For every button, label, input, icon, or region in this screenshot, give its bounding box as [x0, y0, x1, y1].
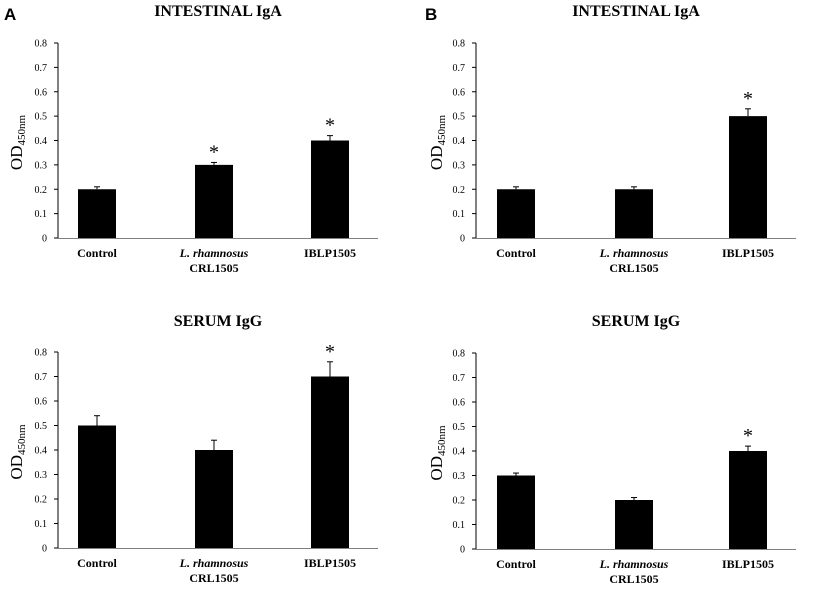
significance-marker: * [325, 115, 335, 137]
bar [311, 376, 349, 548]
y-tick-label: 0.5 [35, 112, 48, 123]
y-tick-label: 0.2 [35, 185, 48, 196]
y-tick-label: 0.8 [35, 39, 48, 50]
chart-title: SERUM IgG [592, 313, 681, 330]
bar [615, 500, 653, 549]
bar [729, 451, 767, 549]
y-tick-label: 0.2 [35, 495, 48, 506]
y-tick-label: 0.5 [453, 422, 466, 433]
y-tick-label: 0.6 [35, 397, 48, 408]
y-tick-label: 0.5 [453, 112, 466, 123]
category-label: L. rhamnosus CRL1505 [179, 246, 249, 275]
y-tick-label: 0.6 [35, 87, 48, 98]
bar [195, 450, 233, 548]
y-tick-label: 0.6 [453, 87, 466, 98]
category-label: Control [496, 557, 536, 571]
y-tick-label: 0.1 [35, 519, 48, 530]
bar [729, 116, 767, 238]
y-tick-label: 0.5 [35, 421, 48, 432]
y-tick-label: 0.4 [453, 447, 466, 458]
significance-marker: * [743, 425, 753, 447]
y-tick-label: 0 [42, 234, 47, 245]
y-tick-label: 0.8 [453, 349, 466, 360]
y-tick-label: 0 [42, 544, 47, 555]
y-axis-label: OD450nm [7, 115, 28, 171]
chart-1: INTESTINAL IgA 0 0.1 0.2 0.3 0.4 0.5 0.6 0.7 0.8 O… [7, 3, 378, 275]
panel-letter-a: A [4, 5, 16, 24]
chart-4: SERUM IgG 0 0.1 0.2 0.3 0.4 0.5 0.6 0.7 0.8 OD450n… [427, 313, 796, 586]
chart-3: SERUM IgG 0 0.1 0.2 0.3 0.4 0.5 0.6 0.7 0.8 OD450n… [7, 313, 378, 585]
y-tick-label: 0.3 [35, 160, 48, 171]
bar [497, 475, 535, 549]
category-label: IBLP1505 [304, 556, 356, 570]
bar [497, 189, 535, 238]
y-tick-label: 0.3 [453, 471, 466, 482]
y-tick-label: 0 [460, 234, 465, 245]
y-tick-label: 0.4 [35, 136, 48, 147]
charts-group: INTESTINAL IgA 0 0.1 0.2 0.3 0.4 0.5 0.6 0.7 0.8 O… [7, 3, 796, 586]
y-tick-label: 0.6 [453, 398, 466, 409]
panel-letter-b: B [425, 5, 437, 24]
y-tick-label: 0.4 [453, 136, 466, 147]
y-tick-label: 0 [460, 545, 465, 556]
y-tick-label: 0.1 [453, 209, 466, 220]
y-tick-label: 0.7 [35, 63, 48, 74]
y-tick-label: 0.1 [35, 209, 48, 220]
bar [78, 189, 116, 238]
y-tick-label: 0.8 [453, 39, 466, 50]
category-label: IBLP1505 [722, 246, 774, 260]
category-label: Control [77, 246, 117, 260]
category-label: Control [77, 556, 117, 570]
category-label: L. rhamnosus CRL1505 [179, 556, 249, 585]
category-label: IBLP1505 [722, 557, 774, 571]
category-label: L. rhamnosus CRL1505 [599, 246, 669, 275]
category-label: IBLP1505 [304, 246, 356, 260]
y-axis-label: OD450nm [7, 424, 28, 480]
significance-marker: * [743, 88, 753, 110]
y-tick-label: 0.4 [35, 446, 48, 457]
bar [195, 164, 233, 238]
chart-title: INTESTINAL IgA [154, 3, 282, 20]
category-label: Control [496, 246, 536, 260]
y-tick-label: 0.2 [453, 185, 466, 196]
chart-title: INTESTINAL IgA [572, 3, 700, 20]
bar [78, 425, 116, 548]
y-tick-label: 0.8 [35, 348, 48, 359]
y-axis-label: OD450nm [427, 115, 448, 171]
y-tick-label: 0.1 [453, 520, 466, 531]
bar [615, 189, 653, 238]
chart-title: SERUM IgG [174, 313, 263, 330]
chart-2: INTESTINAL IgA 0 0.1 0.2 0.3 0.4 0.5 0.6 0.7 0.8 O… [427, 3, 796, 275]
y-tick-label: 0.3 [453, 160, 466, 171]
category-label: L. rhamnosus CRL1505 [599, 557, 669, 586]
bar [311, 140, 349, 238]
y-axis-label: OD450nm [427, 425, 448, 481]
y-tick-label: 0.3 [35, 470, 48, 481]
y-tick-label: 0.7 [453, 373, 466, 384]
y-tick-label: 0.7 [453, 63, 466, 74]
significance-marker: * [325, 341, 335, 363]
significance-marker: * [209, 141, 219, 163]
y-tick-label: 0.7 [35, 372, 48, 383]
y-tick-label: 0.2 [453, 496, 466, 507]
